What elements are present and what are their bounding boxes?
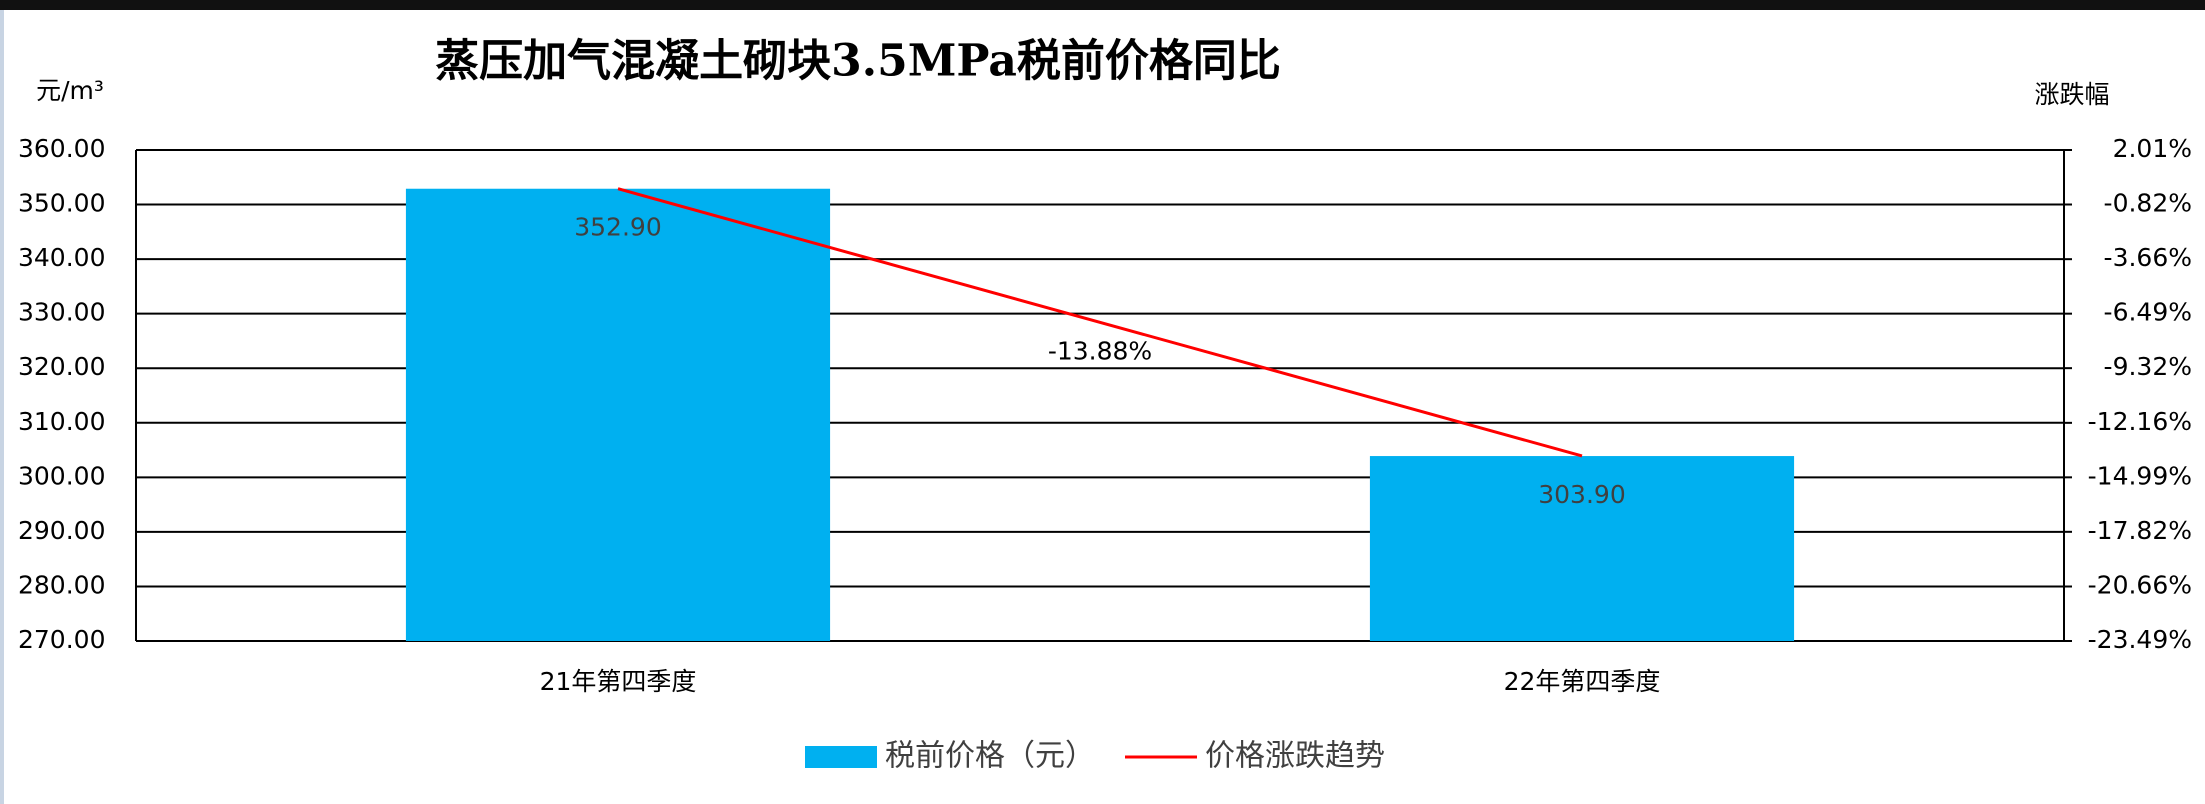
x-tick-label: 21年第四季度 [540, 667, 697, 696]
data-label: 303.90 [1538, 480, 1625, 509]
y2-tick-label: -12.16% [2088, 407, 2192, 436]
y2-tick-label: -20.66% [2088, 571, 2192, 600]
y-tick-label: 350.00 [18, 189, 105, 218]
y2-tick-label: 2.01% [2113, 134, 2192, 163]
y-tick-label: 300.00 [18, 461, 105, 490]
data-label: 352.90 [574, 213, 661, 242]
x-tick-label: 22年第四季度 [1504, 667, 1661, 696]
line [617, 187, 1583, 458]
y-tick-label: 290.00 [18, 516, 105, 545]
legend-swatch [805, 746, 877, 768]
y-tick-label: 340.00 [18, 243, 105, 272]
legend-label: 税前价格（元） [885, 739, 1095, 774]
data-label: -13.88% [1048, 336, 1152, 365]
top-border [0, 0, 2205, 10]
y-axis-label: 元/m³ [36, 76, 104, 105]
y2-tick-label: -17.82% [2088, 516, 2192, 545]
bar [1369, 456, 1795, 641]
y2-axis-label: 涨跌幅 [2034, 80, 2109, 109]
bar [405, 188, 831, 642]
chart-title: 蒸压加气混凝土砌块3.5MPa税前价格同比 [435, 36, 1281, 87]
y2-tick-label: -3.66% [2104, 243, 2192, 272]
y-tick-label: 330.00 [18, 298, 105, 327]
y2-tick-label: -14.99% [2088, 461, 2192, 490]
y2-tick-label: -23.49% [2088, 625, 2192, 654]
y-tick-label: 310.00 [18, 407, 105, 436]
y2-tick-label: -6.49% [2104, 298, 2192, 327]
left-border [0, 10, 4, 804]
y-tick-label: 280.00 [18, 570, 105, 599]
legend-label: 价格涨跌趋势 [1205, 739, 1385, 774]
y-tick-label: 360.00 [18, 134, 105, 163]
y2-tick-label: -9.32% [2104, 352, 2192, 381]
y2-tick-label: -0.82% [2104, 188, 2192, 217]
y-tick-label: 270.00 [18, 625, 105, 654]
y-tick-label: 320.00 [18, 352, 105, 381]
